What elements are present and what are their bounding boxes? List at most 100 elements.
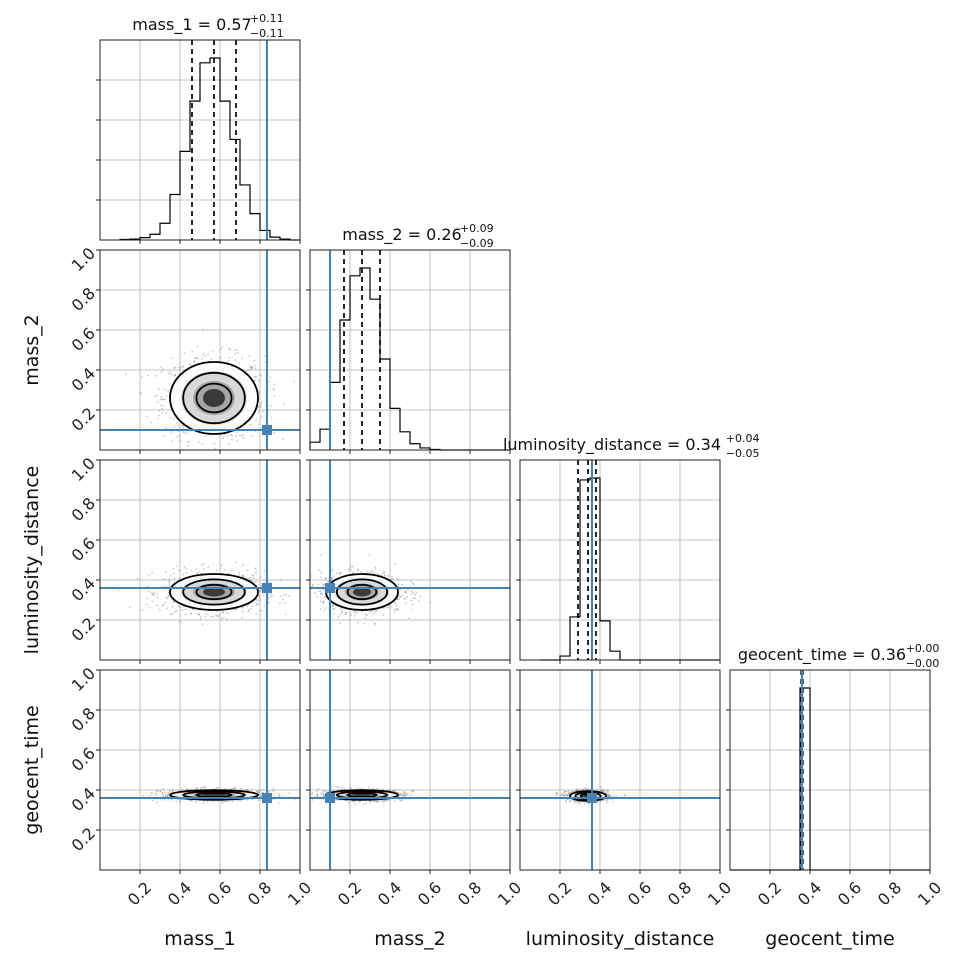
sample-point	[412, 789, 415, 792]
sample-point	[375, 800, 378, 803]
sample-point	[179, 606, 182, 608]
sample-point	[246, 788, 249, 791]
sample-point	[161, 398, 164, 401]
sample-point	[221, 346, 223, 349]
sample-point	[571, 790, 573, 793]
sample-point	[237, 571, 240, 574]
sample-point	[369, 800, 372, 803]
sample-point	[259, 794, 262, 797]
sample-point	[402, 794, 405, 797]
sample-point	[158, 388, 160, 391]
sample-point	[260, 401, 263, 404]
sample-point	[281, 598, 284, 601]
sample-point	[322, 609, 325, 612]
y-tick-label: 0.6	[68, 744, 99, 775]
sample-point	[394, 610, 397, 613]
sample-point	[261, 410, 264, 413]
sample-point	[267, 597, 270, 600]
sample-point	[397, 608, 399, 611]
sample-point	[171, 612, 174, 615]
sample-point	[155, 790, 158, 793]
sample-point	[201, 623, 204, 626]
sample-point	[311, 791, 314, 794]
sample-point	[281, 438, 284, 441]
sample-point	[359, 787, 362, 790]
truth-marker	[262, 793, 272, 803]
sample-point	[358, 800, 361, 803]
truth-marker	[325, 793, 335, 803]
sample-point	[154, 395, 157, 398]
sample-point	[179, 367, 182, 369]
title-text: luminosity_distance = 0.34	[503, 435, 721, 455]
sample-point	[383, 573, 386, 576]
sample-point	[273, 395, 276, 397]
sample-point	[369, 801, 372, 804]
sample-point	[179, 439, 182, 442]
sample-point	[173, 374, 175, 377]
sample-point	[250, 435, 253, 438]
sample-point	[404, 590, 407, 593]
sample-point	[257, 594, 260, 597]
sample-point	[374, 800, 377, 803]
sample-point	[410, 592, 413, 595]
sample-point	[608, 794, 611, 796]
sample-point	[272, 793, 275, 796]
sample-point	[238, 573, 241, 576]
sample-point	[250, 579, 252, 582]
sample-point	[384, 799, 387, 802]
sample-point	[158, 414, 160, 417]
sample-point	[404, 597, 406, 600]
sample-point	[147, 574, 150, 577]
sample-point	[201, 443, 204, 445]
sample-point	[174, 366, 176, 369]
sample-point	[215, 786, 218, 789]
sample-point	[178, 569, 180, 572]
sample-point	[220, 348, 222, 351]
sample-point	[178, 620, 181, 623]
sample-point	[399, 792, 401, 795]
density-fill-core	[203, 389, 225, 407]
sample-point	[388, 789, 391, 792]
sample-point	[403, 794, 406, 796]
sample-point	[171, 439, 173, 442]
sample-point	[194, 357, 196, 359]
sample-point	[181, 365, 184, 368]
sample-point	[232, 787, 235, 790]
sample-point	[159, 790, 162, 793]
panel-mass_2-mass_2: mass_2 = 0.26+0.09−0.09	[306, 222, 511, 454]
sample-point	[151, 592, 154, 595]
sample-point	[172, 788, 174, 791]
panel-frame	[99, 459, 301, 661]
sample-point	[260, 609, 263, 612]
sample-point	[255, 376, 258, 378]
y-tick-label: 1.0	[68, 244, 99, 275]
sample-point	[230, 787, 233, 790]
sample-point	[168, 791, 171, 794]
sample-point	[270, 416, 273, 419]
sample-point	[319, 576, 322, 579]
sample-point	[272, 788, 275, 791]
sample-point	[241, 606, 244, 609]
sample-point	[262, 788, 265, 791]
x-tick-label: 0.2	[124, 878, 155, 909]
sample-point	[258, 599, 261, 602]
sample-point	[173, 577, 176, 580]
sample-point	[156, 394, 159, 397]
sample-point	[310, 575, 313, 577]
sample-point	[141, 609, 144, 611]
sample-point	[187, 440, 189, 443]
sample-point	[204, 435, 207, 438]
sample-point	[256, 599, 259, 602]
sample-point	[148, 606, 151, 609]
sample-point	[139, 392, 142, 395]
sample-point	[231, 438, 233, 441]
sample-point	[401, 799, 404, 801]
sample-point	[170, 373, 173, 376]
sample-point	[254, 581, 256, 584]
x-tick-label: 0.8	[244, 878, 275, 909]
sample-point	[288, 595, 290, 598]
sample-point	[404, 602, 407, 605]
sample-point	[375, 801, 378, 803]
sample-point	[311, 793, 313, 796]
sample-point	[167, 390, 169, 393]
